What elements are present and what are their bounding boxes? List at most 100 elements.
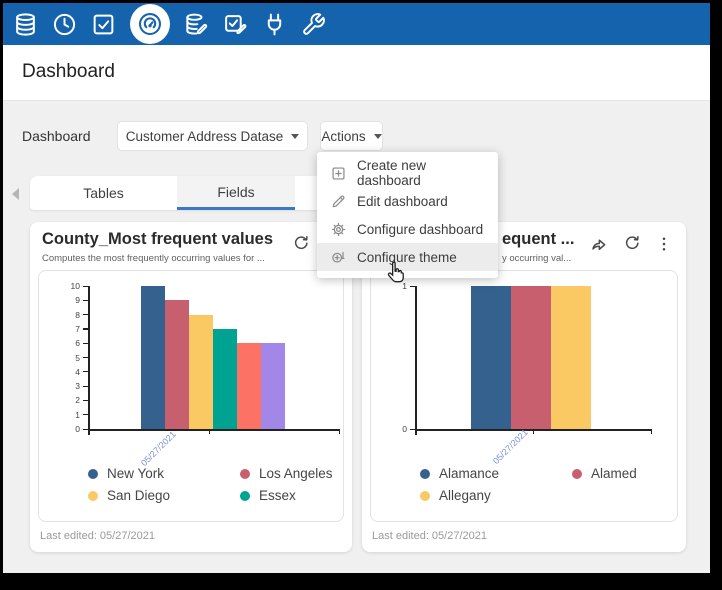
y-tick-label: 4 xyxy=(75,366,80,377)
menu-item-create-new-dashboard[interactable]: Create new dashboard xyxy=(317,158,498,188)
y-tick-label: 8 xyxy=(75,309,80,320)
y-tick-mark xyxy=(83,328,88,330)
legend-label: Los Angeles xyxy=(259,466,333,481)
x-axis-tick-label: 05/27/2021 xyxy=(138,429,178,468)
legend-dot xyxy=(420,490,430,501)
dashboard-label: Dashboard xyxy=(22,128,91,144)
legend-dot xyxy=(240,490,250,501)
bar-los-angeles[interactable] xyxy=(165,300,189,429)
database-icon[interactable] xyxy=(13,12,38,37)
gear-icon xyxy=(331,222,346,237)
legend-item: Allegany xyxy=(412,488,564,503)
x-tick-mark xyxy=(651,429,653,434)
x-axis xyxy=(88,429,340,431)
x-tick-mark xyxy=(209,429,211,434)
y-tick-label: 3 xyxy=(75,381,80,392)
y-axis xyxy=(415,286,417,435)
menu-item-edit-dashboard[interactable]: Edit dashboard xyxy=(317,187,498,215)
legend-item: Essex xyxy=(232,488,333,503)
database-edit-icon[interactable] xyxy=(184,12,209,37)
tab-fields[interactable]: Fields xyxy=(177,176,295,210)
y-axis xyxy=(88,286,90,435)
legend-dot xyxy=(420,468,430,479)
y-tick-label: 1 xyxy=(75,409,80,420)
legend-item: Alamed xyxy=(564,466,637,481)
legend-label: Allegany xyxy=(439,488,491,503)
y-tick-label: 0 xyxy=(75,424,80,434)
check-square-icon[interactable] xyxy=(91,12,116,37)
bar-san-diego[interactable] xyxy=(189,314,213,429)
scroll-left-icon[interactable] xyxy=(12,188,19,200)
tab-tables[interactable]: Tables xyxy=(83,185,124,201)
y-tick-mark xyxy=(83,299,88,301)
plug-icon[interactable] xyxy=(262,12,287,37)
mouse-cursor-hand xyxy=(386,260,407,290)
dataset-selector-label: Customer Address Datase xyxy=(125,128,284,144)
bar-alamed[interactable] xyxy=(511,286,551,429)
bar-new-york[interactable] xyxy=(141,286,165,429)
bar-essex[interactable] xyxy=(213,328,237,429)
chart-legend: Alamance Alamed Allegany xyxy=(412,466,637,503)
y-tick-mark xyxy=(83,399,88,402)
y-tick-label: 2 xyxy=(75,395,80,406)
chart-legend: New York Los Angeles San Diego Essex xyxy=(80,466,333,503)
y-tick-label: 0 xyxy=(402,424,407,434)
y-tick-mark xyxy=(83,285,88,287)
chart-card-county: County_Most frequent values Computes the… xyxy=(30,222,352,552)
last-edited-text: Last edited: 05/27/2021 xyxy=(372,530,487,542)
tabs-bar: Tables Fields xyxy=(30,176,352,210)
page-title: Dashboard xyxy=(22,61,115,82)
chart-area: 0 1 05/27/2021 xyxy=(370,270,678,522)
kebab-menu-icon[interactable] xyxy=(655,235,673,253)
y-tick-label: 5 xyxy=(75,352,80,363)
y-tick-mark xyxy=(83,342,88,344)
bar-alamance[interactable] xyxy=(471,286,511,429)
plus-square-icon xyxy=(331,166,346,181)
app-toolbar xyxy=(3,3,710,45)
legend-label: New York xyxy=(107,466,165,481)
wrench-icon[interactable] xyxy=(301,12,326,37)
menu-item-configure-dashboard[interactable]: Configure dashboard xyxy=(317,215,498,243)
y-tick-mark xyxy=(83,428,88,430)
edit-pencil-icon xyxy=(331,194,346,209)
menu-item-configure-theme[interactable]: Configure theme xyxy=(317,243,498,271)
legend-dot xyxy=(88,490,98,501)
check-square-edit-icon[interactable] xyxy=(223,12,248,37)
y-tick-mark xyxy=(83,385,88,387)
card-subtitle: Computes the most frequently occurring v… xyxy=(42,253,265,264)
legend-label: San Diego xyxy=(107,488,171,503)
y-tick-mark xyxy=(83,314,88,316)
legend-item: Los Angeles xyxy=(232,466,333,481)
bar-series-4[interactable] xyxy=(237,343,261,429)
y-tick-mark xyxy=(83,357,88,359)
y-tick-label: 1 xyxy=(402,281,407,291)
chart-card-state: equent ... y occurring val... 0 1 05/27/20… xyxy=(362,222,686,552)
share-icon[interactable] xyxy=(590,235,608,253)
card-subtitle: y occurring val... xyxy=(502,253,572,264)
clock-icon[interactable] xyxy=(52,12,77,37)
x-tick-mark xyxy=(339,429,341,434)
card-title: equent ... xyxy=(502,230,575,248)
bar-allegany[interactable] xyxy=(551,286,591,429)
refresh-icon[interactable] xyxy=(292,235,310,253)
bar-series-5[interactable] xyxy=(261,343,285,429)
legend-label: Alamed xyxy=(591,466,637,481)
app-screen: Dashboard Dashboard Customer Address Dat… xyxy=(3,3,710,573)
title-bar: Dashboard xyxy=(3,45,710,101)
chevron-down-icon xyxy=(373,133,382,139)
chart-area: 0 1 2 3 4 5 6 7 8 9 10 05/27/2021 xyxy=(38,270,344,522)
refresh-icon[interactable] xyxy=(623,235,641,253)
gauge-icon[interactable] xyxy=(130,4,170,44)
legend-item: San Diego xyxy=(80,488,232,503)
legend-item: New York xyxy=(80,466,232,481)
legend-label: Essex xyxy=(259,488,296,503)
y-tick-mark xyxy=(83,371,88,373)
last-edited-text: Last edited: 05/27/2021 xyxy=(40,530,155,542)
legend-item: Alamance xyxy=(412,466,564,481)
menu-item-label: Configure theme xyxy=(357,249,457,265)
x-axis-tick-label: 05/27/2021 xyxy=(490,427,530,466)
y-tick-label: 9 xyxy=(75,295,80,306)
actions-button[interactable]: Actions xyxy=(320,121,383,151)
dataset-selector[interactable]: Customer Address Datase xyxy=(117,121,308,151)
menu-item-label: Configure dashboard xyxy=(357,221,484,237)
